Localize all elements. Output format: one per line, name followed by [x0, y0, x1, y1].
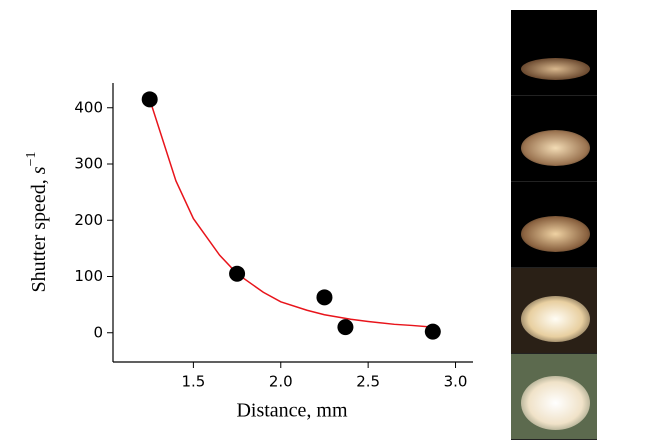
y-tick-label: 200: [74, 211, 103, 229]
x-tick-label: 2.5: [356, 373, 380, 391]
y-tick-label: 300: [74, 155, 103, 173]
y-tick-label: 400: [74, 98, 103, 116]
photo-strip: [511, 10, 597, 440]
photo-frame: [511, 268, 597, 354]
y-tick-label: 100: [74, 267, 103, 285]
photo-frame: [511, 354, 597, 440]
y-axis-label: Shutter speed, s−1: [24, 151, 49, 292]
data-point: [337, 319, 354, 336]
x-tick-label: 1.5: [181, 373, 205, 391]
photo-frame: [511, 10, 597, 96]
fit-line: [148, 99, 433, 328]
data-point: [316, 289, 333, 306]
x-tick-label: 2.0: [269, 373, 293, 391]
chart: Distance, mm Shutter speed, s−1 0 100 200 3…: [24, 83, 473, 422]
photo-frame: [511, 96, 597, 182]
x-tick-label: 3.0: [444, 373, 468, 391]
y-tick-label: 0: [93, 323, 103, 341]
y-label-exponent: −1: [24, 151, 39, 166]
photo-frame: [511, 182, 597, 268]
y-label-unit: s: [28, 166, 50, 174]
data-point: [229, 265, 246, 282]
y-label-text: Shutter speed,: [28, 174, 50, 292]
data-point: [424, 323, 441, 340]
x-axis-label: Distance, mm: [236, 400, 348, 422]
data-point: [141, 91, 158, 108]
